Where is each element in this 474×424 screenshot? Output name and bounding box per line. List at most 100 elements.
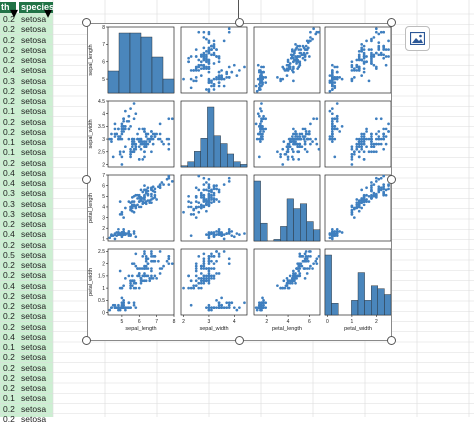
cell-petal-width[interactable]: 0.2 <box>3 219 15 229</box>
cell-species[interactable]: setosa <box>21 96 47 106</box>
cell-petal-width[interactable]: 0.1 <box>3 106 15 117</box>
cell-species[interactable]: setosa <box>21 393 47 404</box>
column-header-petal-width[interactable]: th <box>0 2 16 13</box>
scatter-point <box>212 306 216 310</box>
histogram-bar <box>377 288 385 316</box>
cell-petal-width[interactable]: 0.2 <box>3 44 15 55</box>
cell-petal-width[interactable]: 0.2 <box>3 362 15 373</box>
cell-species[interactable]: setosa <box>21 106 47 117</box>
cell-petal-width[interactable]: 0.1 <box>3 147 15 158</box>
cell-petal-width[interactable]: 0.2 <box>3 157 15 168</box>
cell-species[interactable]: setosa <box>21 126 47 137</box>
cell-species[interactable]: setosa <box>21 85 47 96</box>
cell-petal-width[interactable]: 0.4 <box>3 280 15 291</box>
cell-species[interactable]: setosa <box>21 321 47 332</box>
cell-petal-width[interactable]: 0.4 <box>3 331 15 342</box>
cell-petal-width[interactable]: 0.2 <box>3 403 15 414</box>
resize-handle-top-left[interactable] <box>82 18 91 27</box>
layout-options-button[interactable] <box>405 26 430 51</box>
scatter-point <box>357 202 361 206</box>
cell-petal-width[interactable]: 0.3 <box>3 75 15 86</box>
cell-species[interactable]: setosa <box>21 270 47 281</box>
cell-species[interactable]: setosa <box>21 208 47 219</box>
cell-species[interactable]: setosa <box>21 352 47 363</box>
resize-handle-bottom-right[interactable] <box>387 336 396 345</box>
cell-species[interactable]: setosa <box>21 249 47 260</box>
cell-species[interactable]: setosa <box>21 116 47 127</box>
cell-species[interactable]: setosa <box>21 403 47 414</box>
cell-species[interactable]: setosa <box>21 383 47 393</box>
cell-species[interactable]: setosa <box>21 55 47 65</box>
cell-petal-width[interactable]: 0.2 <box>3 14 15 24</box>
scatter-point <box>215 306 218 310</box>
cell-petal-width[interactable]: 0.2 <box>3 372 15 383</box>
cell-petal-width[interactable]: 0.2 <box>3 34 15 45</box>
cell-species[interactable]: setosa <box>21 229 47 240</box>
cell-species[interactable]: setosa <box>21 178 47 188</box>
cell-petal-width[interactable]: 0.3 <box>3 188 15 199</box>
resize-handle-bottom-left[interactable] <box>82 336 91 345</box>
scatter-point <box>212 254 216 258</box>
cell-species[interactable]: setosa <box>21 280 47 291</box>
cell-petal-width[interactable]: 0.2 <box>3 352 15 363</box>
resize-handle-top[interactable] <box>235 18 244 27</box>
resize-handle-left[interactable] <box>82 175 91 184</box>
cell-petal-width[interactable]: 0.2 <box>3 290 15 301</box>
cell-species[interactable]: setosa <box>21 34 47 45</box>
cell-species[interactable]: setosa <box>21 198 47 209</box>
cell-species[interactable]: setosa <box>21 239 47 250</box>
cell-species[interactable]: setosa <box>21 157 47 168</box>
cell-petal-width[interactable]: 0.2 <box>3 24 15 35</box>
cell-petal-width[interactable]: 0.1 <box>3 342 15 352</box>
cell-species[interactable]: setosa <box>21 311 47 322</box>
resize-handle-top-right[interactable] <box>387 18 396 27</box>
cell-species[interactable]: setosa <box>21 14 47 24</box>
cell-petal-width[interactable]: 0.2 <box>3 55 15 65</box>
cell-petal-width[interactable]: 0.2 <box>3 116 15 127</box>
cell-petal-width[interactable]: 0.3 <box>3 198 15 209</box>
cell-petal-width[interactable]: 0.3 <box>3 208 15 219</box>
cell-species[interactable]: setosa <box>21 65 47 76</box>
resize-handle-bottom[interactable] <box>235 336 244 345</box>
cell-petal-width[interactable]: 0.2 <box>3 239 15 250</box>
cell-petal-width[interactable]: 0.2 <box>3 413 15 424</box>
cell-species[interactable]: setosa <box>21 147 47 158</box>
cell-petal-width[interactable]: 0.4 <box>3 229 15 240</box>
cell-petal-width[interactable]: 0.4 <box>3 65 15 76</box>
cell-species[interactable]: setosa <box>21 301 47 311</box>
pairplot-chart-image[interactable]: 5 6 7 8 sepal_length 2 2.5 3 3.5 4 4.5 sepal_width 1… <box>87 23 392 341</box>
cell-species[interactable]: setosa <box>21 24 47 35</box>
cell-petal-width[interactable]: 0.5 <box>3 249 15 260</box>
cell-species[interactable]: setosa <box>21 167 47 178</box>
cell-petal-width[interactable]: 0.2 <box>3 126 15 137</box>
cell-petal-width[interactable]: 0.2 <box>3 311 15 322</box>
cell-petal-width[interactable]: 0.2 <box>3 321 15 332</box>
filter-dropdown-icon[interactable]: ▾ <box>44 5 53 22</box>
cell-species[interactable]: setosa <box>21 188 47 199</box>
cell-petal-width[interactable]: 0.2 <box>3 301 15 311</box>
cell-species[interactable]: setosa <box>21 342 47 352</box>
cell-species[interactable]: setosa <box>21 362 47 373</box>
scatter-point <box>297 264 301 268</box>
cell-petal-width[interactable]: 0.2 <box>3 383 15 393</box>
cell-petal-width[interactable]: 0.1 <box>3 137 15 147</box>
cell-species[interactable]: setosa <box>21 290 47 301</box>
cell-petal-width[interactable]: 0.2 <box>3 85 15 96</box>
resize-handle-right[interactable] <box>387 175 396 184</box>
cell-petal-width[interactable]: 0.2 <box>3 96 15 106</box>
cell-petal-width[interactable]: 0.1 <box>3 393 15 404</box>
cell-petal-width[interactable]: 0.2 <box>3 270 15 281</box>
cell-species[interactable]: setosa <box>21 331 47 342</box>
column-header-species[interactable]: species <box>19 2 54 13</box>
cell-species[interactable]: setosa <box>21 44 47 55</box>
cell-species[interactable]: setosa <box>21 413 47 424</box>
cell-petal-width[interactable]: 0.4 <box>3 178 15 188</box>
filter-dropdown-icon[interactable]: ▾ <box>10 5 19 22</box>
cell-petal-width[interactable]: 0.2 <box>3 260 15 270</box>
cell-species[interactable]: setosa <box>21 137 47 147</box>
cell-species[interactable]: setosa <box>21 75 47 86</box>
cell-species[interactable]: setosa <box>21 260 47 270</box>
cell-species[interactable]: setosa <box>21 219 47 229</box>
cell-petal-width[interactable]: 0.4 <box>3 167 15 178</box>
cell-species[interactable]: setosa <box>21 372 47 383</box>
